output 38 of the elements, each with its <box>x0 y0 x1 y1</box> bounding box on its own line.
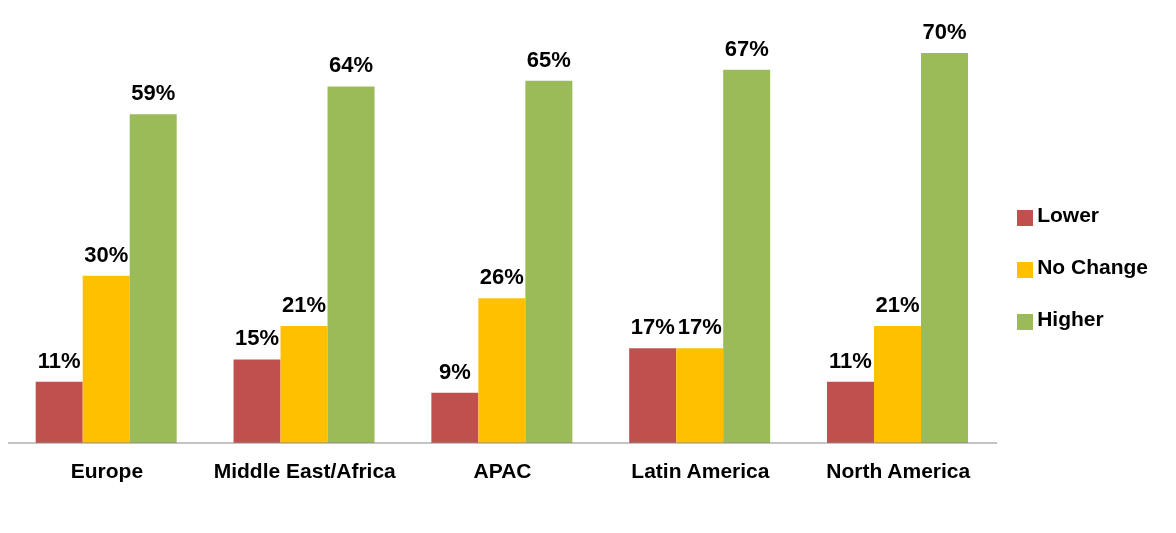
bar <box>327 86 375 443</box>
data-label: 15% <box>235 325 280 351</box>
bar <box>233 359 281 443</box>
bar <box>921 53 969 443</box>
bar <box>676 348 724 443</box>
bar <box>478 298 526 443</box>
data-label: 67% <box>724 35 769 61</box>
data-label: 21% <box>875 292 920 317</box>
x-tick-label: Middle East/Africa <box>213 458 397 482</box>
bar <box>129 114 177 443</box>
legend-label: Higher <box>1037 307 1104 330</box>
data-label: 30% <box>84 241 129 267</box>
legend-label: No Change <box>1037 255 1148 278</box>
data-label: 59% <box>131 80 176 106</box>
data-label: 21% <box>282 292 327 317</box>
bar <box>723 69 771 443</box>
x-tick-label: North America <box>826 458 971 482</box>
data-label: 11% <box>37 347 81 373</box>
bar <box>874 326 922 443</box>
legend-label: Lower <box>1037 203 1099 226</box>
bar <box>280 326 328 443</box>
data-label: 17% <box>677 314 722 340</box>
bar <box>82 275 130 443</box>
data-label: 26% <box>479 264 524 290</box>
bar <box>431 392 479 443</box>
x-tick-label: Latin America <box>631 458 770 482</box>
data-label: 64% <box>329 52 374 78</box>
x-tick-label: Europe <box>70 458 144 482</box>
data-label: 11% <box>829 347 872 373</box>
data-label: 9% <box>438 358 471 384</box>
data-label: 17% <box>630 314 675 340</box>
bar <box>827 381 875 443</box>
data-label: 65% <box>526 46 571 72</box>
x-tick-label: APAC <box>473 458 532 482</box>
bar <box>35 381 83 443</box>
data-label: 70% <box>922 19 967 44</box>
bar <box>629 348 677 443</box>
bar <box>525 80 573 443</box>
